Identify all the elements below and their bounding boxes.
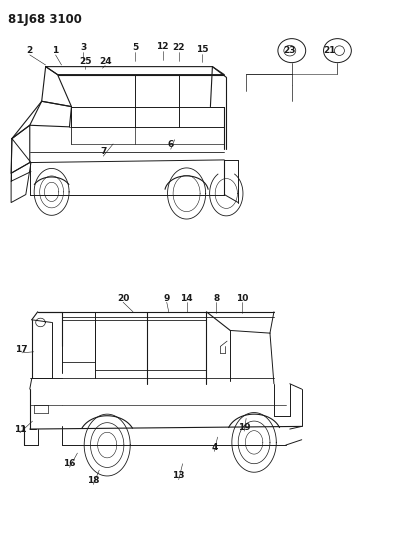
Text: 15: 15 [196, 45, 209, 54]
Text: 3: 3 [80, 44, 87, 52]
Text: 2: 2 [27, 46, 33, 55]
Text: 22: 22 [172, 44, 185, 52]
Text: 17: 17 [15, 345, 28, 353]
Text: 16: 16 [63, 459, 76, 468]
Text: 7: 7 [100, 148, 106, 156]
Text: 19: 19 [238, 423, 251, 432]
Text: 25: 25 [79, 57, 92, 66]
Text: 1: 1 [52, 46, 59, 55]
Text: 9: 9 [164, 294, 170, 303]
Text: 5: 5 [132, 44, 138, 52]
Text: 24: 24 [99, 57, 112, 66]
Text: 21: 21 [323, 46, 336, 55]
Text: 13: 13 [172, 472, 185, 480]
Text: 4: 4 [211, 443, 218, 452]
Text: 11: 11 [13, 425, 26, 433]
Text: 8: 8 [213, 294, 220, 303]
Text: 6: 6 [168, 141, 174, 149]
Text: 20: 20 [117, 294, 129, 303]
Text: 10: 10 [236, 294, 249, 303]
Text: 23: 23 [283, 46, 296, 55]
Text: 18: 18 [87, 477, 100, 485]
Text: 14: 14 [180, 294, 193, 303]
Text: 12: 12 [156, 43, 169, 51]
Text: 81J68 3100: 81J68 3100 [8, 13, 82, 26]
